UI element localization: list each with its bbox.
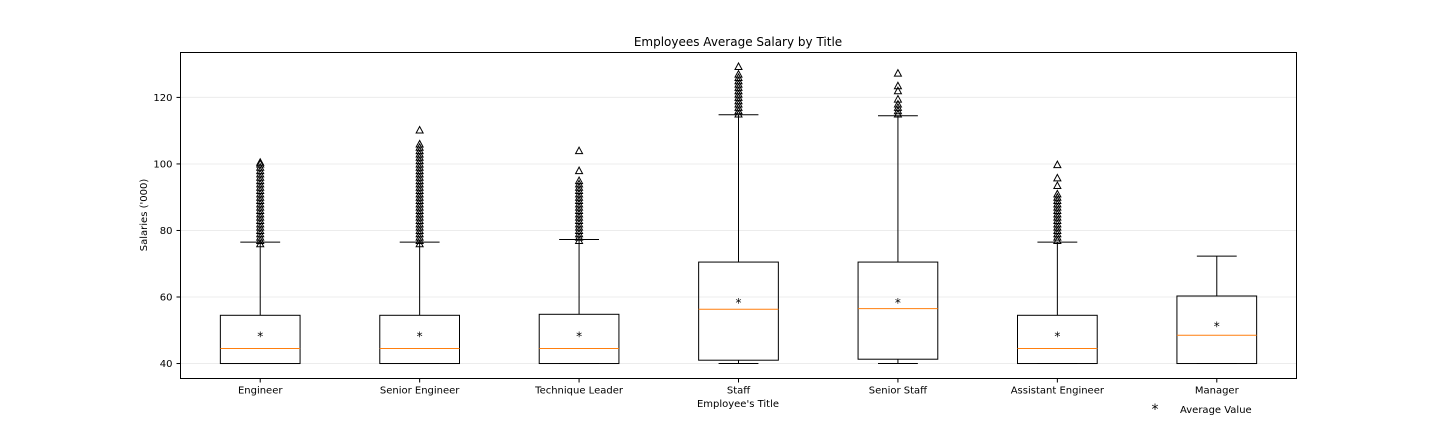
outlier-point <box>415 139 424 148</box>
y-tick-label: 120 <box>153 93 172 104</box>
x-tick-label: Technique Leader <box>534 386 624 397</box>
outlier-point <box>415 125 424 134</box>
y-tick-label: 80 <box>160 226 173 237</box>
x-tick-label: Assistant Engineer <box>1011 386 1105 397</box>
outlier-point <box>893 68 903 77</box>
outlier-point <box>893 99 903 108</box>
outlier-point <box>255 159 265 168</box>
y-axis-ticks: 40 60 80 100 120 <box>153 93 181 370</box>
y-tick-label: 100 <box>153 159 172 170</box>
outlier-point <box>574 176 584 185</box>
outlier-point <box>1053 173 1062 182</box>
box-engineer: * <box>219 157 301 365</box>
box-manager: * <box>1176 255 1258 365</box>
outlier-point <box>574 166 584 175</box>
outlier-point <box>1053 181 1062 190</box>
outlier-point <box>893 81 903 90</box>
legend-label: Average Value <box>1180 405 1252 416</box>
iqr-box <box>1017 314 1098 365</box>
iqr-box <box>857 261 939 360</box>
x-axis-label: Employee's Title <box>697 399 779 410</box>
y-tick-label: 40 <box>160 359 173 370</box>
mean-marker: * <box>1214 319 1220 333</box>
box-senior-staff: * <box>857 68 939 365</box>
iqr-box <box>538 313 620 365</box>
outlier-point <box>734 69 743 78</box>
outlier-point <box>893 86 903 95</box>
legend-marker: * <box>1152 402 1159 418</box>
box-staff: * <box>698 61 779 365</box>
outlier-point <box>893 94 903 103</box>
mean-marker: * <box>257 329 263 343</box>
x-tick-label: Senior Staff <box>869 386 928 397</box>
x-tick-label: Senior Engineer <box>380 386 460 397</box>
outlier-point <box>1053 189 1062 198</box>
x-tick-label: Staff <box>727 386 751 397</box>
y-tick-label: 60 <box>160 293 173 304</box>
box-technique-leader: * <box>538 146 620 365</box>
y-axis-label: Salaries ('000) <box>139 179 150 252</box>
mean-marker: * <box>1054 329 1060 343</box>
outlier-point <box>574 146 584 155</box>
outlier-point <box>255 157 265 166</box>
mean-marker: * <box>417 329 423 343</box>
outlier-point <box>1053 160 1062 169</box>
mean-marker: * <box>895 296 901 310</box>
box-series: * * * * * * * <box>219 61 1258 365</box>
box-senior-engineer: * <box>379 125 460 365</box>
iqr-box <box>1176 295 1258 365</box>
outlier-point <box>734 61 743 70</box>
box-assistant-engineer: * <box>1017 160 1098 365</box>
iqr-box <box>698 261 779 361</box>
mean-marker: * <box>736 296 742 310</box>
iqr-box <box>219 314 301 365</box>
mean-marker: * <box>576 329 582 343</box>
x-axis-ticks: Engineer Senior Engineer Technique Leader S… <box>238 378 1240 397</box>
chart-title: Employees Average Salary by Title <box>634 35 842 49</box>
x-tick-label: Manager <box>1195 386 1240 397</box>
iqr-box <box>379 314 460 365</box>
x-tick-label: Engineer <box>238 386 283 397</box>
legend: * Average Value <box>1152 402 1252 418</box>
